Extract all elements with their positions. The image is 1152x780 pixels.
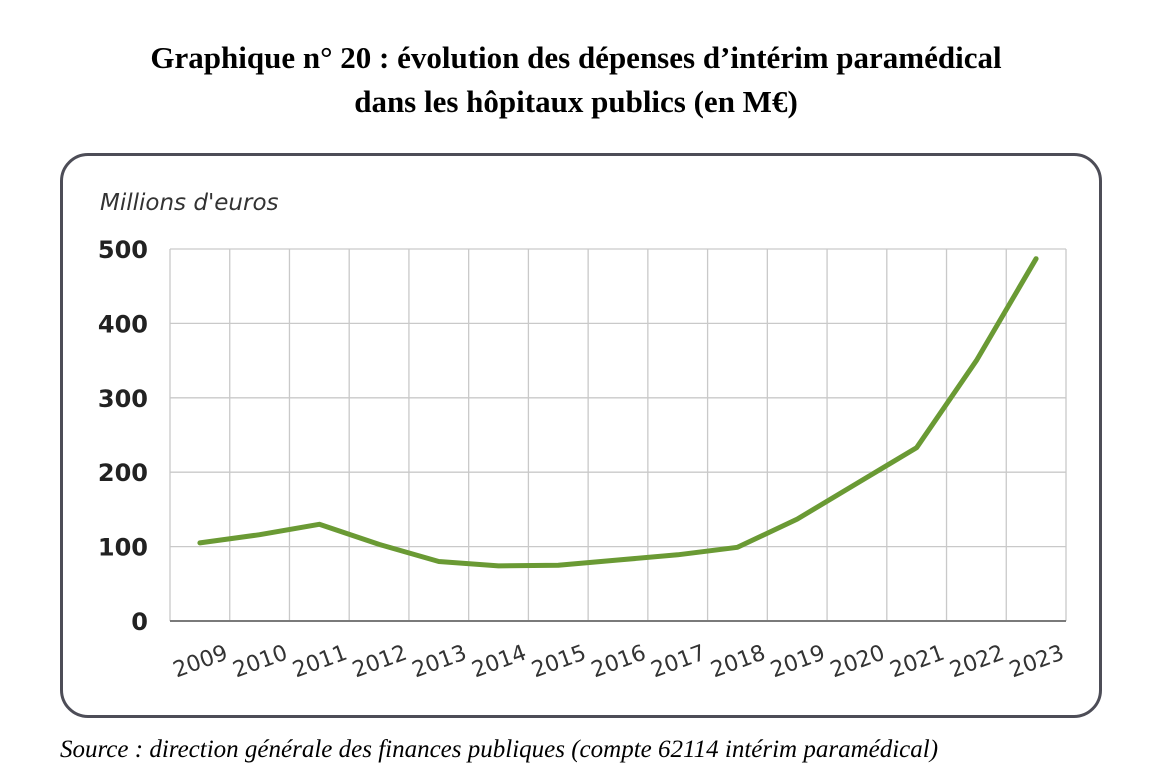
x-tick-label: 2016 <box>588 641 649 684</box>
series-layer <box>197 256 1039 569</box>
y-tick-label: 500 <box>98 236 148 264</box>
x-tick-label: 2010 <box>230 641 291 684</box>
x-tick-label: 2022 <box>947 641 1008 684</box>
x-tick-label: 2023 <box>1006 641 1067 684</box>
x-tick-label: 2019 <box>767 641 828 684</box>
x-tick-label: 2015 <box>528 641 589 684</box>
x-axis-ticks: 2009201020112012201320142015201620172018… <box>170 641 1067 684</box>
x-tick-label: 2012 <box>349 641 410 684</box>
chart-title-line-2: dans les hôpitaux publics (en M€) <box>354 84 798 119</box>
x-tick-label: 2021 <box>887 641 948 684</box>
y-tick-label: 100 <box>98 534 148 562</box>
x-tick-label: 2014 <box>469 641 530 684</box>
y-tick-label: 400 <box>98 310 148 338</box>
x-tick-label: 2017 <box>648 641 709 684</box>
x-tick-label: 2020 <box>827 641 888 684</box>
x-tick-label: 2018 <box>708 641 769 684</box>
grid <box>169 248 1067 622</box>
chart-title: Graphique n° 20 : évolution des dépenses… <box>0 36 1152 124</box>
y-axis-label: Millions d'euros <box>100 190 279 216</box>
chart-title-line-1: Graphique n° 20 : évolution des dépenses… <box>150 40 1002 75</box>
y-tick-label: 200 <box>98 459 148 487</box>
x-tick-label: 2011 <box>290 641 351 684</box>
x-tick-label: 2013 <box>409 641 470 684</box>
series-line <box>197 256 1039 569</box>
x-tick-label: 2009 <box>170 641 231 684</box>
chart-frame <box>60 153 1102 718</box>
y-axis-ticks: 0 100 200 300 400 500 <box>98 236 148 636</box>
y-tick-label: 0 <box>131 608 148 636</box>
source-note: Source : direction générale des finances… <box>60 736 939 763</box>
y-tick-label: 300 <box>98 385 148 413</box>
